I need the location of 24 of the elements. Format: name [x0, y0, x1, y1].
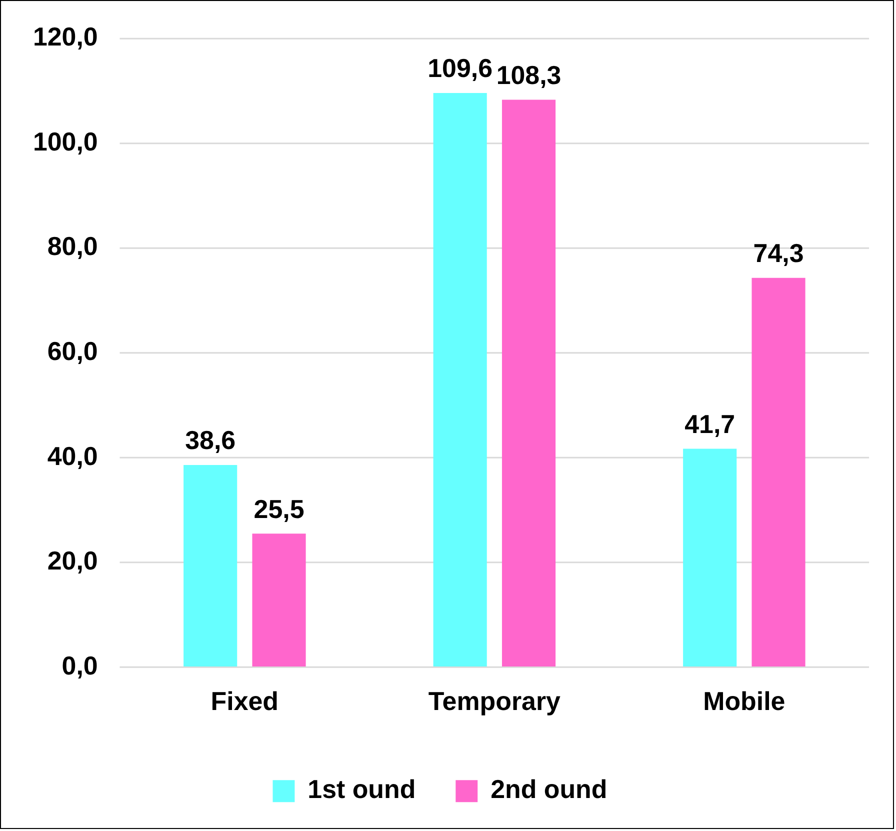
- x-tick-label: Temporary: [428, 688, 562, 716]
- y-tick-label: 60,0: [47, 338, 98, 366]
- legend-label: 2nd ound: [490, 776, 608, 804]
- y-tick-label: 0,0: [62, 652, 98, 680]
- y-tick-label: 40,0: [47, 442, 98, 471]
- y-tick-label: 100,0: [32, 128, 98, 156]
- x-tick-label: Mobile: [703, 688, 786, 716]
- data-label: 109,6: [428, 55, 493, 84]
- y-tick-label: 80,0: [47, 233, 98, 262]
- bar: [184, 464, 238, 666]
- data-label: 74,3: [753, 240, 804, 268]
- legend-label: 1st ound: [308, 776, 416, 804]
- bar: [433, 92, 487, 666]
- x-tick-label: Fixed: [210, 688, 279, 716]
- bar: [752, 278, 806, 666]
- data-label: 108,3: [496, 62, 562, 90]
- data-label: 41,7: [684, 410, 736, 439]
- y-tick-label: 20,0: [47, 548, 98, 576]
- y-tick-label: 120,0: [32, 24, 98, 52]
- bar: [502, 100, 556, 666]
- bar: [683, 448, 737, 666]
- bar: [252, 534, 306, 666]
- data-label: 38,6: [185, 427, 236, 456]
- data-label: 25,5: [254, 496, 304, 524]
